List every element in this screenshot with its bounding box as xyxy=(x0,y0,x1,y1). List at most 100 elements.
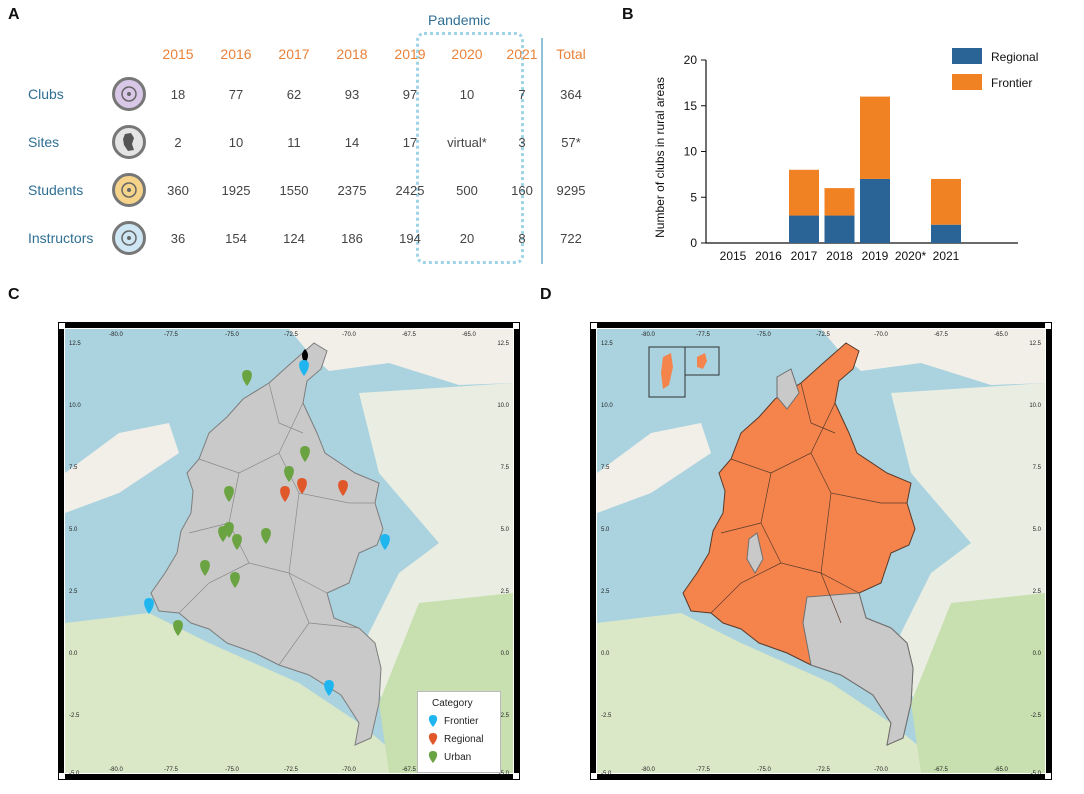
map-d-departments xyxy=(710,382,907,624)
year-header: 2021 xyxy=(506,46,538,62)
map-x-tick-label: -65.0 xyxy=(994,332,1008,338)
table-cell: 160 xyxy=(511,183,533,198)
map-y-tick-label: 12.5 xyxy=(1029,341,1041,347)
map-y-tick-label: 5.0 xyxy=(1033,527,1042,533)
map-x-tick-label: -80.0 xyxy=(641,332,655,338)
year-header: 2016 xyxy=(220,46,252,62)
table-total: 57* xyxy=(561,135,581,150)
map-y-tick-label: -2.5 xyxy=(601,713,612,719)
table-cell: 360 xyxy=(167,183,189,198)
table-cell: 2425 xyxy=(395,183,425,198)
table-total: 364 xyxy=(560,87,582,102)
pin-icon xyxy=(428,751,438,763)
map-y-tick-label: 10.0 xyxy=(497,403,509,409)
total-header: Total xyxy=(556,46,586,62)
map-d-canvas: -80.0 -80.0 -77.5 -77.5 -75.0 -75.0 -72.5 -72.5… xyxy=(591,323,1051,779)
panel-label-b: B xyxy=(622,6,634,23)
x-tick-label: 2020* xyxy=(895,249,927,263)
urban-marker xyxy=(300,446,310,462)
pin-icon xyxy=(428,715,438,727)
bar-regional-2018 xyxy=(824,215,855,243)
map-d-panama xyxy=(597,423,711,513)
map-x-tick-label: -72.5 xyxy=(816,767,830,773)
urban-marker xyxy=(224,486,234,502)
stacked-bar-chart: 0 5 10 15 20 Number of clubs in rural areas 20… xyxy=(653,48,1038,263)
map-x-tick-label: -77.5 xyxy=(164,767,178,773)
legend-swatch-regional xyxy=(952,48,982,64)
row-label: Sites xyxy=(28,134,60,150)
map-y-tick-label: 10.0 xyxy=(69,403,81,409)
table-total: 9295 xyxy=(556,183,586,198)
table-total: 722 xyxy=(560,231,582,246)
table-cell: 186 xyxy=(341,231,363,246)
map-y-tick-label: 10.0 xyxy=(1029,403,1041,409)
map-y-tick-label: 12.5 xyxy=(497,341,509,347)
year-header: 2015 xyxy=(162,46,194,62)
table-cell: 1925 xyxy=(221,183,251,198)
map-y-tick-label: 0.0 xyxy=(1033,651,1042,657)
year-header: 2020 xyxy=(451,46,483,62)
map-c-border-scale xyxy=(59,323,519,779)
map-y-tick-label: 12.5 xyxy=(601,341,613,347)
map-d-amazon-green xyxy=(911,593,1045,773)
urban-marker xyxy=(218,526,228,542)
map-y-tick-label: -5.0 xyxy=(499,771,510,777)
y-tick-label: 5 xyxy=(690,190,697,204)
legend-title: Category xyxy=(432,698,473,709)
map-d-frame: -80.0 -80.0 -77.5 -77.5 -75.0 -75.0 -72.5 -72.5… xyxy=(590,322,1052,780)
x-tick-label: 2018 xyxy=(826,249,853,263)
legend-label-frontier: Frontier xyxy=(991,76,1032,90)
y-tick-label: 15 xyxy=(684,99,698,113)
year-header: 2018 xyxy=(336,46,368,62)
map-y-tick-label: -5.0 xyxy=(601,771,612,777)
legend-label: Frontier xyxy=(444,715,479,727)
map-d-venezuela-north xyxy=(821,329,1045,385)
table-cell: 97 xyxy=(402,87,418,102)
map-d-border-scale xyxy=(591,323,1051,779)
table-cell: 194 xyxy=(399,231,421,246)
panel-label-a: A xyxy=(8,6,20,23)
pin-icon xyxy=(428,733,438,745)
table-cell: 2375 xyxy=(337,183,367,198)
row-label: Students xyxy=(28,182,84,198)
map-y-tick-label: 5.0 xyxy=(601,527,610,533)
map-d-island-providencia xyxy=(697,353,707,369)
bar-frontier-2018 xyxy=(824,188,855,216)
map-d-gray-region-amazon xyxy=(802,592,914,746)
table-cell: 93 xyxy=(344,87,360,102)
map-d-inset-providencia xyxy=(684,346,720,376)
frontier-marker xyxy=(302,349,308,363)
network-icon xyxy=(112,77,146,111)
frontier-marker xyxy=(144,598,154,614)
map-d-gray-region-north xyxy=(776,368,800,410)
map-x-tick-label: -67.5 xyxy=(934,767,948,773)
map-y-tick-label: 2.5 xyxy=(69,589,78,595)
map-y-tick-label: -2.5 xyxy=(69,713,80,719)
x-tick-label: 2021 xyxy=(933,249,960,263)
map-x-tick-label: -67.5 xyxy=(402,767,416,773)
table-cell: 124 xyxy=(283,231,305,246)
map-y-tick-label: 5.0 xyxy=(501,527,510,533)
bar-frontier-2021 xyxy=(931,178,961,225)
regional-marker xyxy=(338,480,348,496)
table-cell: 14 xyxy=(344,135,360,150)
map-c-colombia xyxy=(150,342,384,746)
map-x-tick-label: -65.0 xyxy=(462,332,476,338)
instructor-icon xyxy=(112,221,146,255)
map-x-tick-label: -77.5 xyxy=(696,767,710,773)
map-y-tick-label: 5.0 xyxy=(69,527,78,533)
map-y-tick-label: 12.5 xyxy=(69,341,81,347)
table-cell: 20 xyxy=(459,231,475,246)
table-cell: 7 xyxy=(518,87,526,102)
map-y-tick-label: 2.5 xyxy=(501,589,510,595)
map-x-tick-label: -75.0 xyxy=(757,767,771,773)
map-x-tick-label: -80.0 xyxy=(641,767,655,773)
regional-marker xyxy=(297,478,307,494)
y-tick-label: 0 xyxy=(690,236,697,250)
panel-label-c: C xyxy=(8,286,20,303)
bar-regional-2021 xyxy=(931,224,961,243)
legend-label-regional: Regional xyxy=(991,50,1038,64)
map-y-tick-label: -5.0 xyxy=(1031,771,1042,777)
map-y-tick-label: 7.5 xyxy=(69,465,78,471)
table-cell: 10 xyxy=(459,87,475,102)
